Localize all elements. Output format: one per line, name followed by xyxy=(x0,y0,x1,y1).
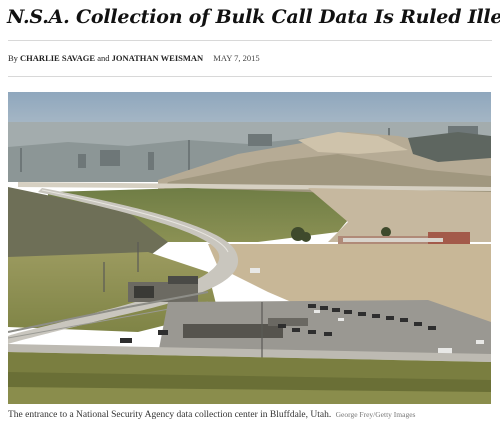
byline-divider xyxy=(8,76,492,77)
byline-conjunction: and xyxy=(97,53,110,63)
article-headline[interactable]: N.S.A. Collection of Bulk Call Data Is R… xyxy=(7,6,500,28)
article-photo[interactable] xyxy=(8,92,491,404)
photo-caption: The entrance to a National Security Agen… xyxy=(8,408,415,422)
author-link-2[interactable]: JONATHAN WEISMAN xyxy=(111,53,204,63)
headline-divider xyxy=(8,40,492,41)
publish-date: MAY 7, 2015 xyxy=(213,53,260,63)
photo-landscape-illustration xyxy=(8,92,491,404)
caption-text: The entrance to a National Security Agen… xyxy=(8,410,332,420)
photo-credit: George Frey/Getty Images xyxy=(335,410,416,419)
byline-prefix: By xyxy=(8,53,18,63)
byline: By CHARLIE SAVAGE and JONATHAN WEISMAN M… xyxy=(8,52,260,64)
author-link-1[interactable]: CHARLIE SAVAGE xyxy=(20,53,96,63)
